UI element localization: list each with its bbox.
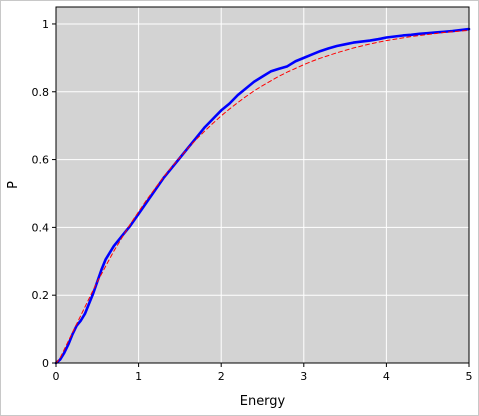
series-layer bbox=[54, 27, 471, 365]
y-tick-label-0: 0 bbox=[42, 357, 49, 370]
solid-series-line bbox=[54, 27, 471, 365]
x-tick-label-1: 1 bbox=[135, 370, 142, 383]
y-axis: 0 0.2 0.4 0.6 0.8 1 bbox=[32, 18, 56, 370]
x-tick-label-2: 2 bbox=[218, 370, 225, 383]
y-tick-label-1: 0.2 bbox=[32, 289, 50, 302]
x-axis: 0 1 2 3 4 5 bbox=[53, 363, 473, 383]
x-tick-label-3: 3 bbox=[300, 370, 307, 383]
y-axis-label: P bbox=[6, 181, 21, 189]
plot-area bbox=[56, 7, 469, 363]
y-tick-label-5: 1 bbox=[42, 18, 49, 31]
y-tick-label-2: 0.4 bbox=[32, 221, 50, 234]
plot-frame bbox=[55, 6, 470, 364]
dashed-series-line bbox=[55, 29, 470, 364]
x-tick-label-4: 4 bbox=[383, 370, 390, 383]
y-tick-label-3: 0.6 bbox=[32, 154, 50, 167]
x-tick-label-0: 0 bbox=[53, 370, 60, 383]
x-axis-label: Energy bbox=[240, 394, 286, 409]
y-tick-label-4: 0.8 bbox=[32, 86, 50, 99]
x-tick-label-5: 5 bbox=[466, 370, 473, 383]
